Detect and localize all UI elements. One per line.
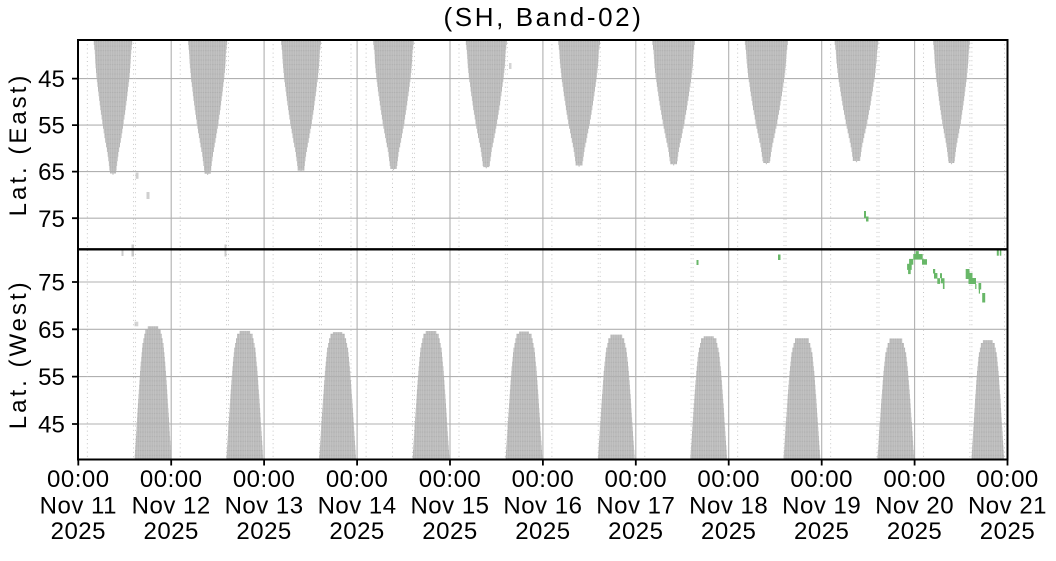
svg-text:00:00: 00:00	[512, 466, 575, 493]
svg-text:65: 65	[38, 317, 65, 344]
svg-text:2025: 2025	[794, 518, 849, 545]
svg-text:2025: 2025	[701, 518, 756, 545]
svg-text:2025: 2025	[422, 518, 477, 545]
svg-text:00:00: 00:00	[605, 466, 668, 493]
svg-text:00:00: 00:00	[140, 466, 203, 493]
svg-text:Nov 11: Nov 11	[40, 493, 117, 520]
svg-text:Nov 18: Nov 18	[689, 493, 768, 520]
svg-text:Nov 21: Nov 21	[968, 493, 1047, 520]
svg-text:2025: 2025	[329, 518, 384, 545]
svg-text:75: 75	[38, 270, 65, 297]
svg-text:Nov 16: Nov 16	[503, 493, 582, 520]
svg-text:00:00: 00:00	[47, 466, 110, 493]
svg-text:2025: 2025	[51, 518, 106, 545]
svg-text:45: 45	[38, 66, 65, 93]
svg-text:2025: 2025	[980, 518, 1035, 545]
svg-text:Nov 19: Nov 19	[782, 493, 861, 520]
svg-text:2025: 2025	[608, 518, 663, 545]
svg-text:00:00: 00:00	[883, 466, 946, 493]
svg-text:00:00: 00:00	[790, 466, 853, 493]
svg-text:55: 55	[38, 113, 65, 140]
svg-text:Nov 14: Nov 14	[318, 493, 397, 520]
svg-text:2025: 2025	[887, 518, 942, 545]
svg-text:2025: 2025	[515, 518, 570, 545]
svg-text:00:00: 00:00	[326, 466, 389, 493]
svg-text:Nov 17: Nov 17	[596, 493, 675, 520]
svg-text:55: 55	[38, 364, 65, 391]
svg-text:00:00: 00:00	[976, 466, 1039, 493]
svg-text:Nov 15: Nov 15	[410, 493, 489, 520]
svg-text:00:00: 00:00	[233, 466, 296, 493]
svg-text:Nov 20: Nov 20	[875, 493, 954, 520]
svg-text:65: 65	[38, 159, 65, 186]
svg-text:(SH, Band-02): (SH, Band-02)	[444, 2, 644, 32]
svg-text:Lat. (East): Lat. (East)	[5, 73, 32, 217]
svg-text:Lat. (West): Lat. (West)	[5, 279, 32, 429]
svg-text:Nov 12: Nov 12	[132, 493, 211, 520]
svg-text:00:00: 00:00	[419, 466, 482, 493]
svg-text:Nov 13: Nov 13	[225, 493, 304, 520]
svg-text:2025: 2025	[236, 518, 291, 545]
svg-text:00:00: 00:00	[697, 466, 760, 493]
svg-text:75: 75	[38, 206, 65, 233]
svg-text:45: 45	[38, 412, 65, 439]
svg-text:2025: 2025	[144, 518, 199, 545]
